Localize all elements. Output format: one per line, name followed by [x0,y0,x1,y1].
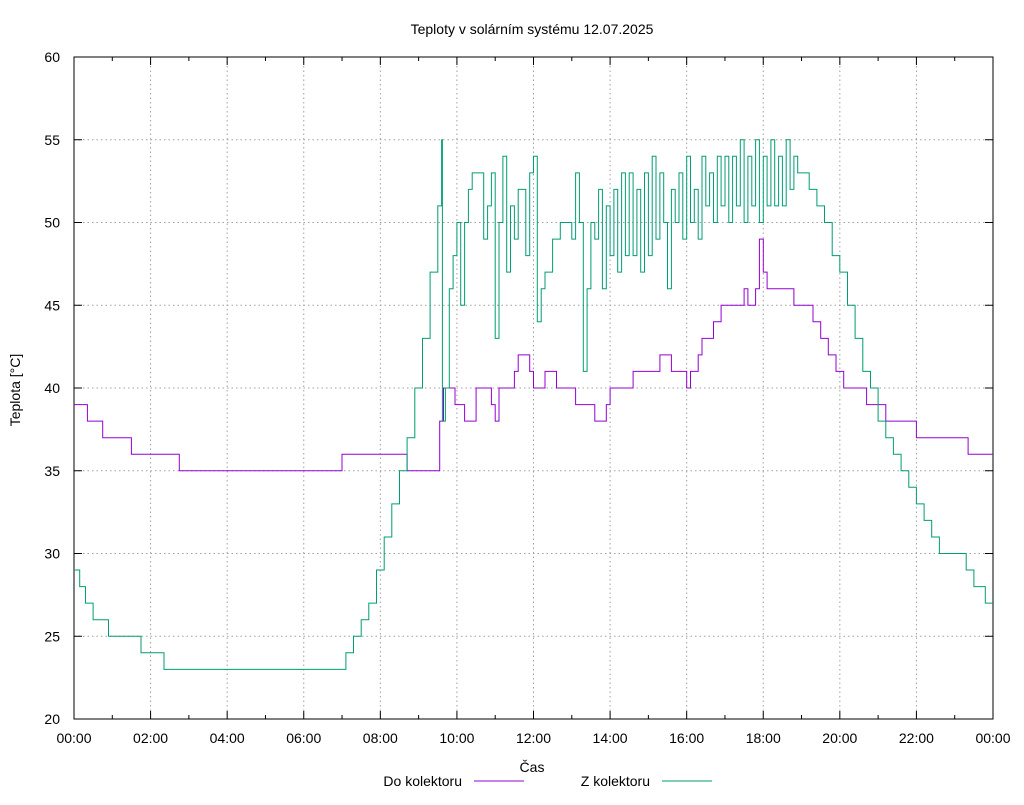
chart-title: Teploty v solárním systému 12.07.2025 [411,21,654,37]
x-tick-label: 18:00 [746,730,781,746]
x-tick-label: 16:00 [669,730,704,746]
y-tick-label: 40 [44,380,60,396]
x-tick-label: 08:00 [363,730,398,746]
x-axis-label: Čas [520,759,545,775]
x-tick-label: 06:00 [286,730,321,746]
legend: Do kolektoru Z kolektoru [383,773,712,789]
y-tick-label: 25 [44,628,60,644]
legend-label: Z kolektoru [581,773,650,789]
x-tick-label: 00:00 [975,730,1010,746]
y-tick-label: 55 [44,132,60,148]
x-tick-label: 10:00 [439,730,474,746]
y-axis-label: Teplota [°C] [7,354,23,427]
x-tick-label: 02:00 [133,730,168,746]
x-tick-label: 22:00 [899,730,934,746]
y-tick-label: 35 [44,463,60,479]
series-line-1 [74,238,993,472]
y-tick-label: 30 [44,546,60,562]
x-tick-label: 12:00 [516,730,551,746]
legend-label: Do kolektoru [383,773,462,789]
x-tick-label: 00:00 [56,730,91,746]
y-tick-label: 50 [44,215,60,231]
x-tick-label: 04:00 [210,730,245,746]
x-tick-label: 14:00 [593,730,628,746]
y-tick-label: 45 [44,297,60,313]
series-lines [74,139,993,670]
y-tick-label: 60 [44,49,60,65]
series-line-2 [74,139,993,670]
x-axis: 00:00 02:00 04:00 06:00 08:00 10:00 12:00 14:00… [56,57,1011,746]
y-tick-label: 20 [44,711,60,727]
x-tick-label: 20:00 [822,730,857,746]
y-axis: 20 25 30 35 40 45 50 55 60 [44,49,993,727]
